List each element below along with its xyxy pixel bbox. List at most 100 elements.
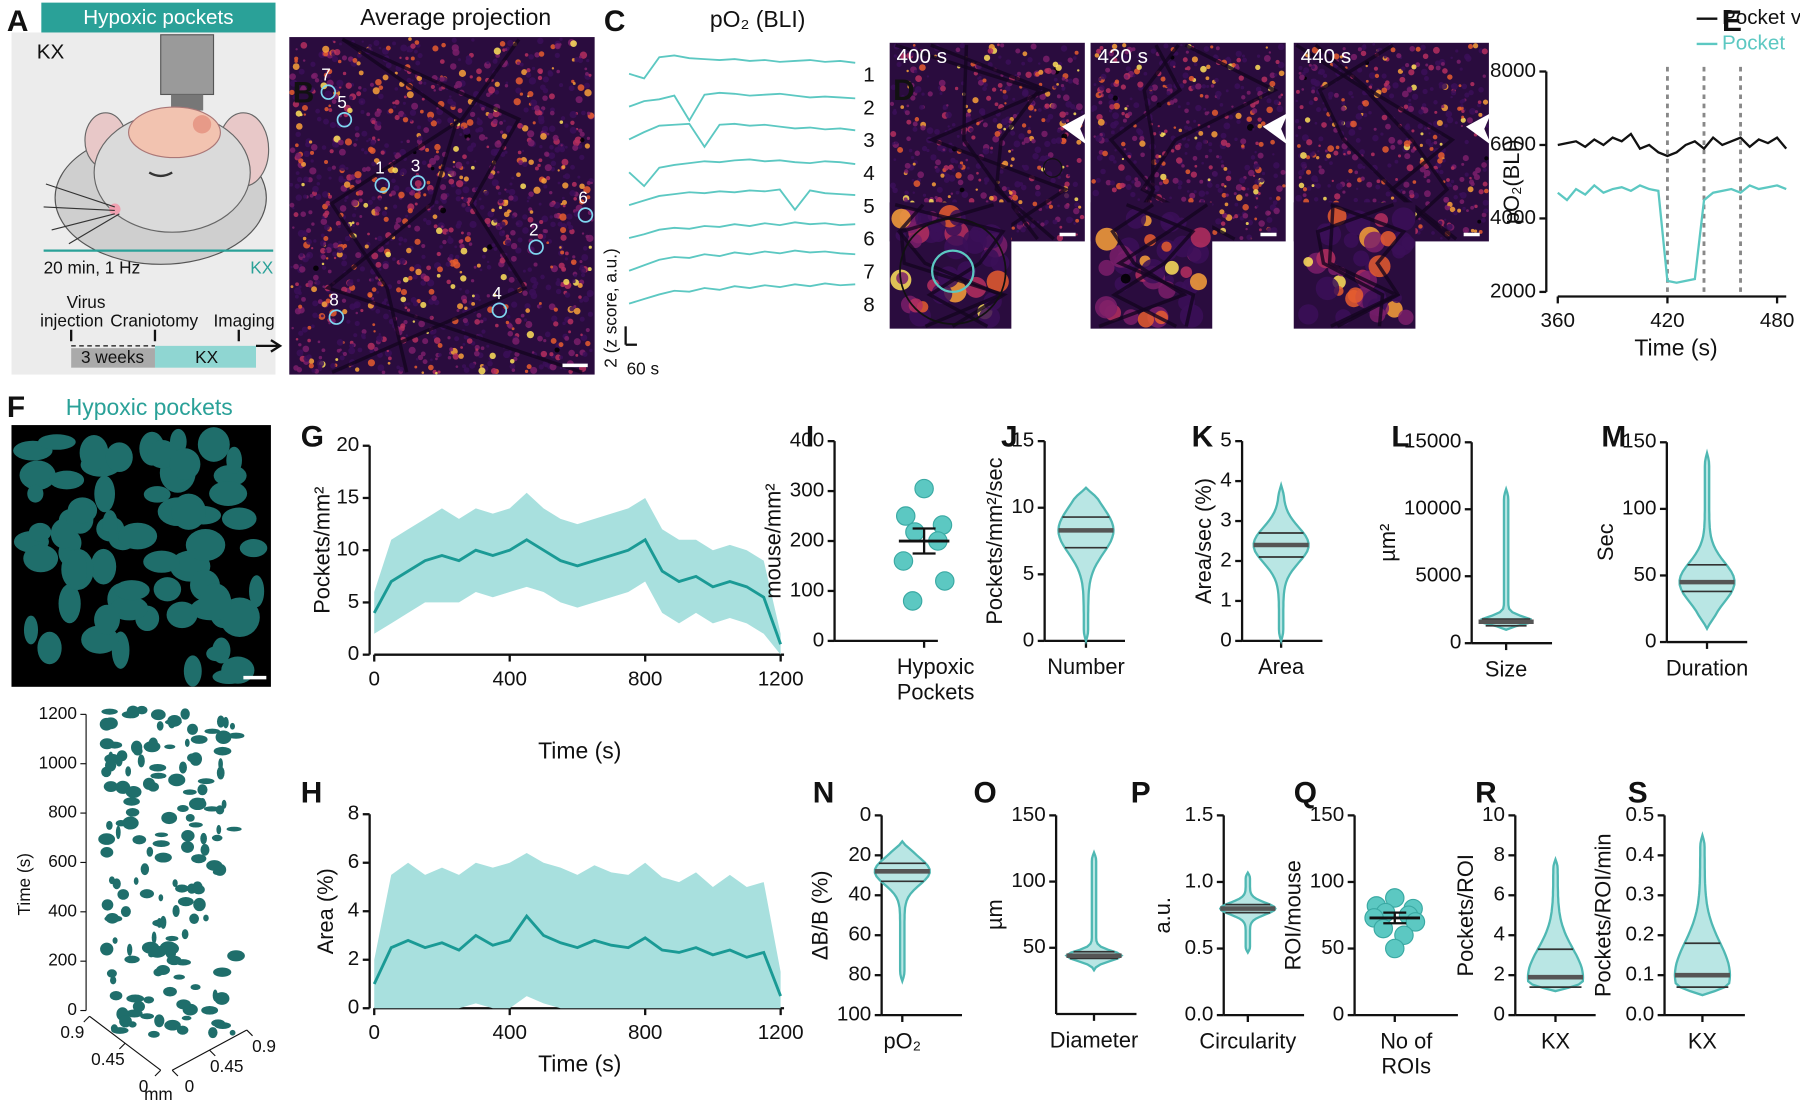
signal-spot [584,143,590,149]
signal-spot [1343,152,1346,156]
pocket-event [203,914,209,922]
signal-spot [499,257,506,264]
signal-spot [378,85,384,90]
signal-spot [396,280,401,285]
signal-spot [1037,165,1042,170]
signal-spot [1021,90,1029,97]
y-tick-label: 10 [336,538,359,561]
signal-spot [304,232,308,237]
signal-spot [1067,174,1071,177]
signal-spot [1064,203,1070,210]
x-tick-label: Size [1485,657,1527,682]
signal-spot [1404,153,1411,160]
mouse-brain [127,106,221,159]
signal-spot [1355,187,1359,191]
violin [1480,485,1532,631]
signal-spot [1202,139,1208,145]
signal-spot [984,181,988,185]
vessel [927,43,1070,241]
signal-spot [1423,175,1427,179]
pocket-event [175,884,189,893]
signal-spot [923,197,930,204]
signal-spot [479,268,483,272]
signal-spot [1390,144,1396,150]
signal-spot [976,171,979,175]
signal-spot [316,174,322,180]
signal-spot [1021,123,1027,128]
signal-spot [587,311,594,317]
pocket-event [154,852,172,863]
signal-spot [951,168,955,172]
pocket-event [132,835,147,845]
signal-spot [1226,56,1231,61]
y-tick-label: 100 [1310,869,1344,892]
signal-spot [408,37,412,41]
signal-spot [1300,161,1307,169]
signal-spot [1311,46,1319,54]
signal-spot [1228,114,1234,120]
signal-spot [1318,165,1322,169]
signal-spot [1266,98,1272,104]
panel-letter: F [7,391,25,424]
pocket-event [150,772,167,779]
signal-spot [417,125,422,130]
signal-spot [1091,179,1096,184]
signal-spot [308,210,313,215]
signal-spot [946,104,949,107]
trace [628,188,856,212]
signal-spot [298,158,304,164]
signal-spot [1445,110,1453,118]
signal-spot [435,371,438,375]
signal-spot [1108,93,1114,100]
pocket-event [101,899,114,911]
signal-spot [1234,137,1238,142]
signal-spot [1072,56,1077,60]
signal-spot [390,190,396,196]
signal-spot [294,56,299,61]
signal-spot [1067,78,1074,84]
signal-spot [1150,95,1158,102]
signal-spot [1270,227,1278,234]
signal-spot [559,83,564,88]
signal-spot [1461,109,1465,114]
signal-spot [1057,175,1061,180]
signal-spot [496,170,500,174]
signal-spot [399,148,406,156]
signal-spot [959,187,965,193]
signal-spot [452,48,460,56]
signal-spot [463,176,469,182]
objective-tip [171,94,204,111]
signal-spot [548,125,556,133]
signal-spot [420,301,427,309]
signal-spot [1450,166,1455,170]
signal-spot [1246,116,1252,122]
signal-spot [1401,236,1416,251]
signal-spot [999,169,1004,174]
signal-spot [530,276,537,284]
pocket-blob [226,446,242,474]
signal-spot [1203,107,1207,111]
signal-spot [446,279,451,285]
signal-spot [943,165,949,171]
pocket-event [126,994,145,1003]
signal-spot [507,323,513,329]
signal-spot [1373,66,1379,71]
signal-spot [1461,162,1465,166]
signal-spot [1194,136,1198,140]
signal-spot [562,182,569,189]
signal-spot [1059,225,1063,229]
signal-spot [1220,221,1226,226]
signal-spot [1475,167,1481,174]
signal-spot [1380,230,1396,247]
signal-spot [522,290,528,296]
signal-spot [406,49,410,53]
signal-spot [1200,199,1204,203]
y-tick-label: 100 [1011,869,1045,892]
signal-spot [1266,216,1273,223]
signal-spot [290,285,294,289]
signal-spot [1358,126,1362,131]
signal-spot [289,182,294,187]
signal-spot [466,137,470,141]
signal-spot [1392,198,1397,203]
signal-spot [351,199,359,207]
